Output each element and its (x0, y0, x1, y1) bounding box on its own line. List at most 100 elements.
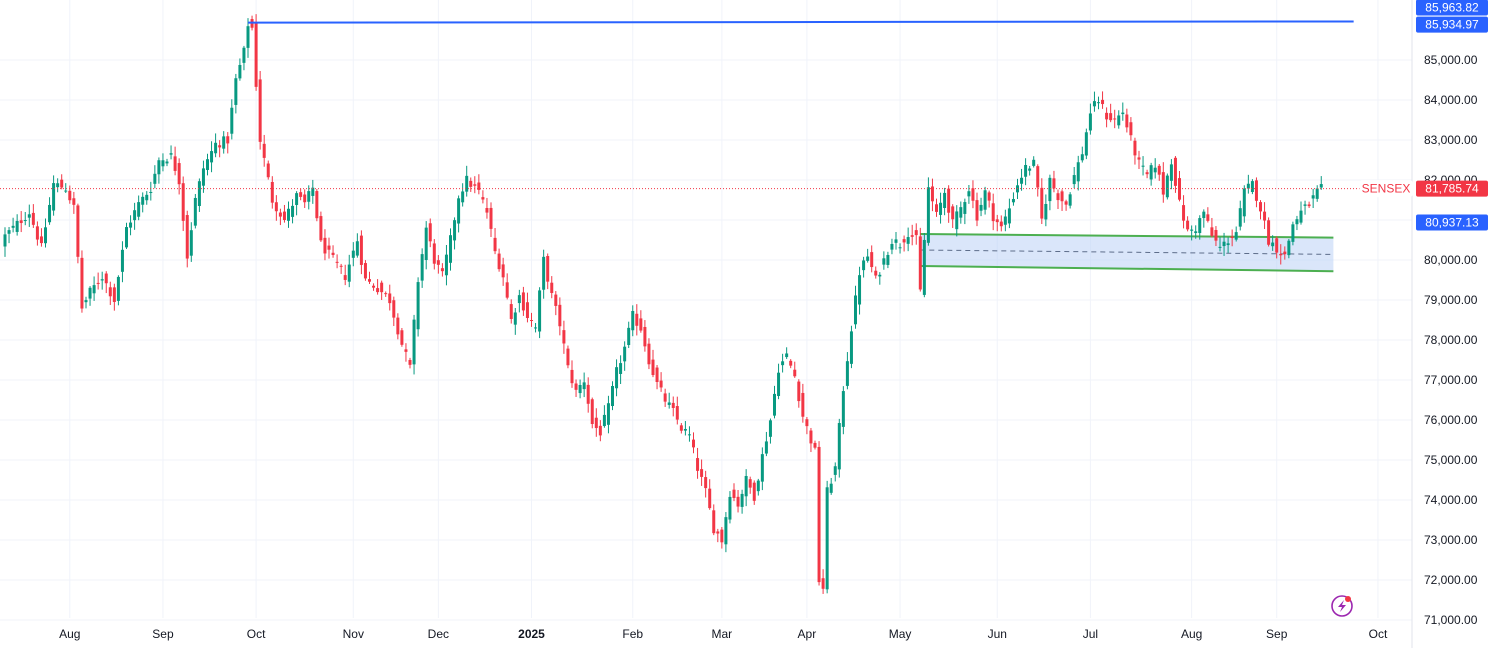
candle-body (72, 198, 76, 205)
channel-bottom-line (920, 265, 1334, 273)
candle-body (1011, 199, 1015, 203)
candle-body (35, 226, 39, 240)
candle-body (416, 282, 420, 330)
candle-body (1040, 187, 1044, 219)
candle-body (1173, 157, 1177, 186)
candle-body (428, 223, 432, 242)
candle-body (84, 300, 88, 303)
y-tick-label: 77,000.00 (1424, 373, 1478, 387)
x-tick-label: Sep (152, 627, 174, 641)
y-tick-label: 85,000.00 (1424, 53, 1478, 67)
candle-body (801, 392, 805, 417)
candle-body (1202, 211, 1206, 219)
candle-body (149, 191, 153, 193)
y-tick-label: 78,000.00 (1424, 333, 1478, 347)
y-tick-label: 83,000.00 (1424, 133, 1478, 147)
candle-body (983, 190, 987, 210)
candle-body (679, 425, 683, 431)
x-tick-label: Sep (1266, 627, 1288, 641)
candle-body (125, 227, 128, 248)
candle-body (639, 318, 643, 331)
candle-body (833, 466, 837, 475)
candle-body (574, 383, 578, 390)
candle-body (1068, 194, 1072, 206)
price-axis[interactable]: 71,000.00 72,000.00 73,000.00 74,000.00 75,0… (1424, 53, 1478, 627)
candle-body (493, 237, 497, 252)
candle-body (404, 349, 408, 352)
candle-body (116, 276, 120, 301)
price-channel[interactable] (920, 233, 1334, 273)
candle-body (1024, 165, 1028, 177)
price-tag-line-bg (1416, 16, 1488, 33)
candle-body (606, 403, 610, 425)
candle-body (133, 210, 137, 221)
candle-body (485, 207, 489, 213)
candle-body (278, 212, 282, 217)
candle-body (400, 330, 404, 345)
candle-body (52, 183, 56, 211)
candle-body (258, 79, 262, 142)
time-axis[interactable]: Aug Sep Oct Nov Dec 2025 Feb Mar Apr May Jun Jul Aug… (59, 627, 1388, 641)
candle-body (696, 458, 700, 471)
candle-body (959, 207, 963, 218)
candle-body (991, 203, 995, 222)
candle-body (96, 282, 100, 284)
candle-body (825, 487, 829, 590)
y-tick-label: 74,000.00 (1424, 493, 1478, 507)
candle-body (315, 191, 319, 219)
candle-body (1020, 177, 1024, 184)
candle-body (222, 136, 226, 149)
lightning-icon[interactable] (1331, 595, 1353, 617)
candle-body (137, 202, 141, 217)
channel-fill (920, 234, 1334, 272)
candle-body (862, 260, 866, 271)
candle-body (894, 239, 898, 243)
candle-body (1028, 168, 1032, 171)
candle-body (1299, 210, 1303, 223)
candle-body (449, 235, 452, 263)
x-tick-label: Aug (1181, 627, 1202, 641)
horizontal-line[interactable] (247, 20, 1354, 24)
candle-body (550, 282, 554, 293)
candle-body (489, 207, 493, 229)
candle-body (1109, 113, 1113, 121)
candle-body (590, 399, 594, 425)
candle-body (56, 183, 60, 188)
candle-body (351, 250, 355, 258)
candle-body (760, 454, 764, 482)
candle-body (704, 477, 708, 489)
candle-body (586, 384, 590, 404)
candle-body (1226, 243, 1230, 246)
candle-body (384, 293, 388, 295)
candle-body (295, 193, 299, 205)
candle-body (602, 414, 606, 427)
candle-body (878, 274, 882, 277)
candle-body (509, 304, 513, 319)
candle-body (319, 216, 323, 241)
candle-body (303, 194, 307, 203)
candle-body (671, 402, 675, 408)
candle-body (975, 200, 979, 221)
candle-body (768, 420, 772, 437)
candle-body (744, 476, 748, 497)
candle-body (505, 282, 509, 298)
candle-body (517, 295, 521, 304)
candle-body (266, 163, 270, 178)
candle-body (1295, 219, 1299, 225)
candle-body (813, 442, 817, 448)
price-tag-last-bg (1416, 180, 1488, 197)
y-tick-label: 71,000.00 (1424, 613, 1478, 627)
candle-body (566, 348, 570, 366)
candle-body (781, 361, 785, 366)
candle-body (736, 496, 740, 507)
y-tick-label: 73,000.00 (1424, 533, 1478, 547)
candle-body (420, 254, 424, 281)
candle-body (635, 313, 639, 326)
x-tick-label: May (889, 627, 912, 641)
candle-body (307, 191, 311, 202)
candle-body (481, 197, 485, 200)
candle-body (1206, 214, 1210, 221)
candle-body (3, 234, 7, 247)
